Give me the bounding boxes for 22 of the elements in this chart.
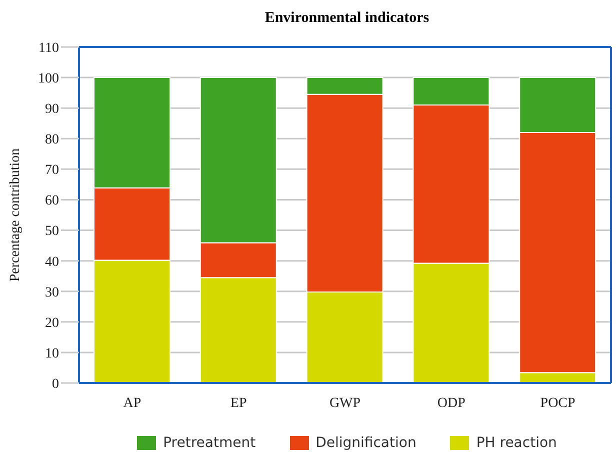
y-tick-label: 70 (45, 163, 59, 178)
y-tick-label: 80 (45, 132, 59, 148)
y-tick-label: 90 (45, 102, 59, 118)
legend-label: Delignification (316, 435, 416, 451)
x-tick-label: EP (230, 396, 247, 411)
x-tick-label: POCP (540, 396, 576, 411)
x-tick-label: AP (123, 396, 142, 411)
y-tick-label: 10 (45, 346, 59, 362)
y-tick-label: 110 (38, 40, 59, 56)
y-tick-label: 20 (45, 316, 59, 331)
y-tick-label: 40 (45, 254, 59, 270)
legend-label: Pretreatment (163, 435, 256, 451)
y-tick-label: 50 (45, 224, 59, 240)
y-tick-label: 30 (45, 285, 59, 300)
y-tick-label: 100 (38, 72, 59, 87)
y-tick-label: 60 (45, 194, 59, 209)
x-tick-label: ODP (437, 396, 466, 411)
legend-label: PH reaction (476, 435, 557, 451)
chart-title: Environmental indicators (264, 9, 430, 28)
y-axis-title: Percentage contribution (8, 148, 23, 282)
x-tick-label: GWP (329, 396, 361, 411)
y-tick-label: 0 (52, 376, 59, 392)
